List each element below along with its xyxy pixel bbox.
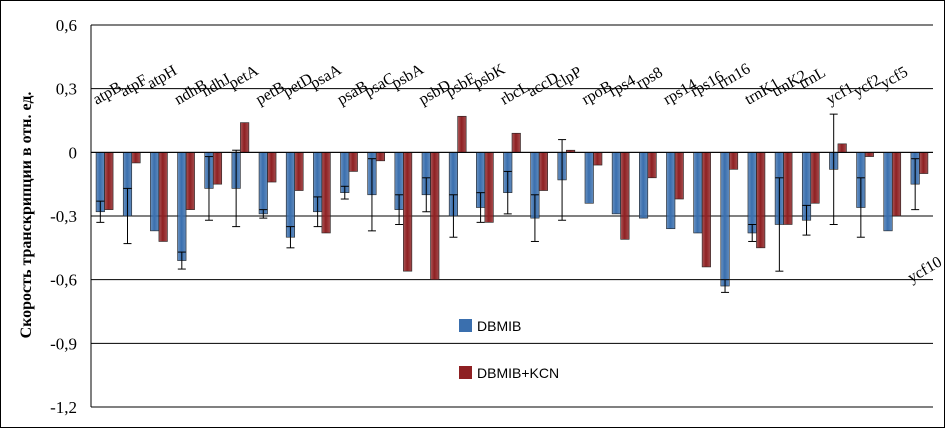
category-label: atpH <box>144 62 180 92</box>
category-label: ycf1 <box>823 80 856 109</box>
legend-label-dbmib-kcn: DBMIB+KCN <box>477 365 559 381</box>
category-label: rps4 <box>606 72 638 101</box>
bar-dbmib <box>584 152 594 204</box>
y-tick-label: 0,6 <box>56 16 77 35</box>
bar-dbmib-kcn <box>131 152 141 164</box>
y-tick-label: 0 <box>69 143 78 162</box>
bar-dbmib-kcn <box>810 152 820 204</box>
bar-dbmib-kcn <box>511 132 521 153</box>
bar-dbmib-kcn <box>864 152 874 157</box>
bar-dbmib <box>177 152 187 261</box>
bar-dbmib-kcn <box>294 152 304 191</box>
bar-dbmib-kcn <box>375 152 385 162</box>
category-label: ycf5 <box>878 64 911 93</box>
category-label: psbA <box>389 61 427 93</box>
bar-dbmib-kcn <box>185 152 195 210</box>
bar-dbmib-kcn <box>837 143 847 153</box>
legend-swatch-dbmib <box>459 319 472 332</box>
bar-dbmib-kcn <box>158 152 168 242</box>
category-label: ndhJ <box>199 71 234 101</box>
bar-dbmib <box>258 152 268 215</box>
bar-dbmib-kcn <box>240 122 250 153</box>
bar-dbmib <box>747 152 757 234</box>
bar-dbmib-kcn <box>104 152 114 210</box>
bar-dbmib-kcn <box>212 152 223 185</box>
bar-dbmib <box>611 152 621 215</box>
bar-dbmib <box>720 152 730 287</box>
bar-dbmib-kcn <box>430 152 440 280</box>
category-label: rbcL <box>498 79 533 109</box>
bar-dbmib <box>285 152 296 238</box>
bar-dbmib-kcn <box>701 152 711 268</box>
bar-dbmib <box>666 152 676 230</box>
bar-dbmib-kcn <box>919 152 929 174</box>
bar-dbmib-kcn <box>538 152 548 191</box>
y-axis-label: Скорость транскрипции в отн. ед. <box>18 92 35 339</box>
category-label: clpP <box>552 63 585 92</box>
category-label: ycf10 <box>905 254 944 287</box>
y-tick-label: -0,9 <box>50 334 77 353</box>
bar-dbmib-kcn <box>484 152 494 223</box>
bar-dbmib-kcn <box>457 115 467 153</box>
y-tick-label: -0,6 <box>50 271 77 290</box>
category-label: psaA <box>307 61 344 92</box>
bar-dbmib-kcn <box>647 152 657 179</box>
category-label: petD <box>280 70 315 100</box>
category-label: atpB <box>90 79 125 109</box>
category-label: atpF <box>117 71 150 100</box>
category-label: rrn16 <box>715 60 754 92</box>
legend: DBMIB DBMIB+KCN <box>459 318 559 381</box>
category-label: petA <box>226 62 262 92</box>
bar-dbmib <box>639 152 649 219</box>
bar-dbmib-kcn <box>674 152 684 200</box>
legend-swatch-dbmib-kcn <box>459 366 472 379</box>
bars <box>95 115 929 287</box>
bar-dbmib-kcn <box>756 152 766 249</box>
error-bars <box>96 113 920 293</box>
bar-dbmib-kcn <box>348 152 358 172</box>
legend-label-dbmib: DBMIB <box>477 318 521 334</box>
y-tick-label: -0,3 <box>50 207 77 226</box>
bar-dbmib-kcn <box>403 152 413 272</box>
y-tick-label: -1,2 <box>50 398 77 417</box>
bar-dbmib-kcn <box>267 152 277 183</box>
category-label: psbK <box>470 61 508 93</box>
bar-dbmib-kcn <box>593 152 603 166</box>
bar-dbmib-kcn <box>321 152 331 234</box>
bar-dbmib <box>150 152 160 232</box>
y-tick-label: 0,3 <box>56 80 77 99</box>
bar-dbmib <box>693 152 703 234</box>
category-label: ycf2 <box>851 72 884 101</box>
bar-dbmib-kcn <box>783 152 793 225</box>
bar-dbmib <box>883 152 893 232</box>
category-label: petB <box>253 79 288 109</box>
bar-dbmib-kcn <box>620 152 630 240</box>
bar-dbmib-kcn <box>728 152 739 170</box>
bar-dbmib-kcn <box>891 152 902 217</box>
y-axis-ticks: 0,6 0,3 0 -0,3 -0,6 -0,9 -1,2 <box>50 16 77 417</box>
